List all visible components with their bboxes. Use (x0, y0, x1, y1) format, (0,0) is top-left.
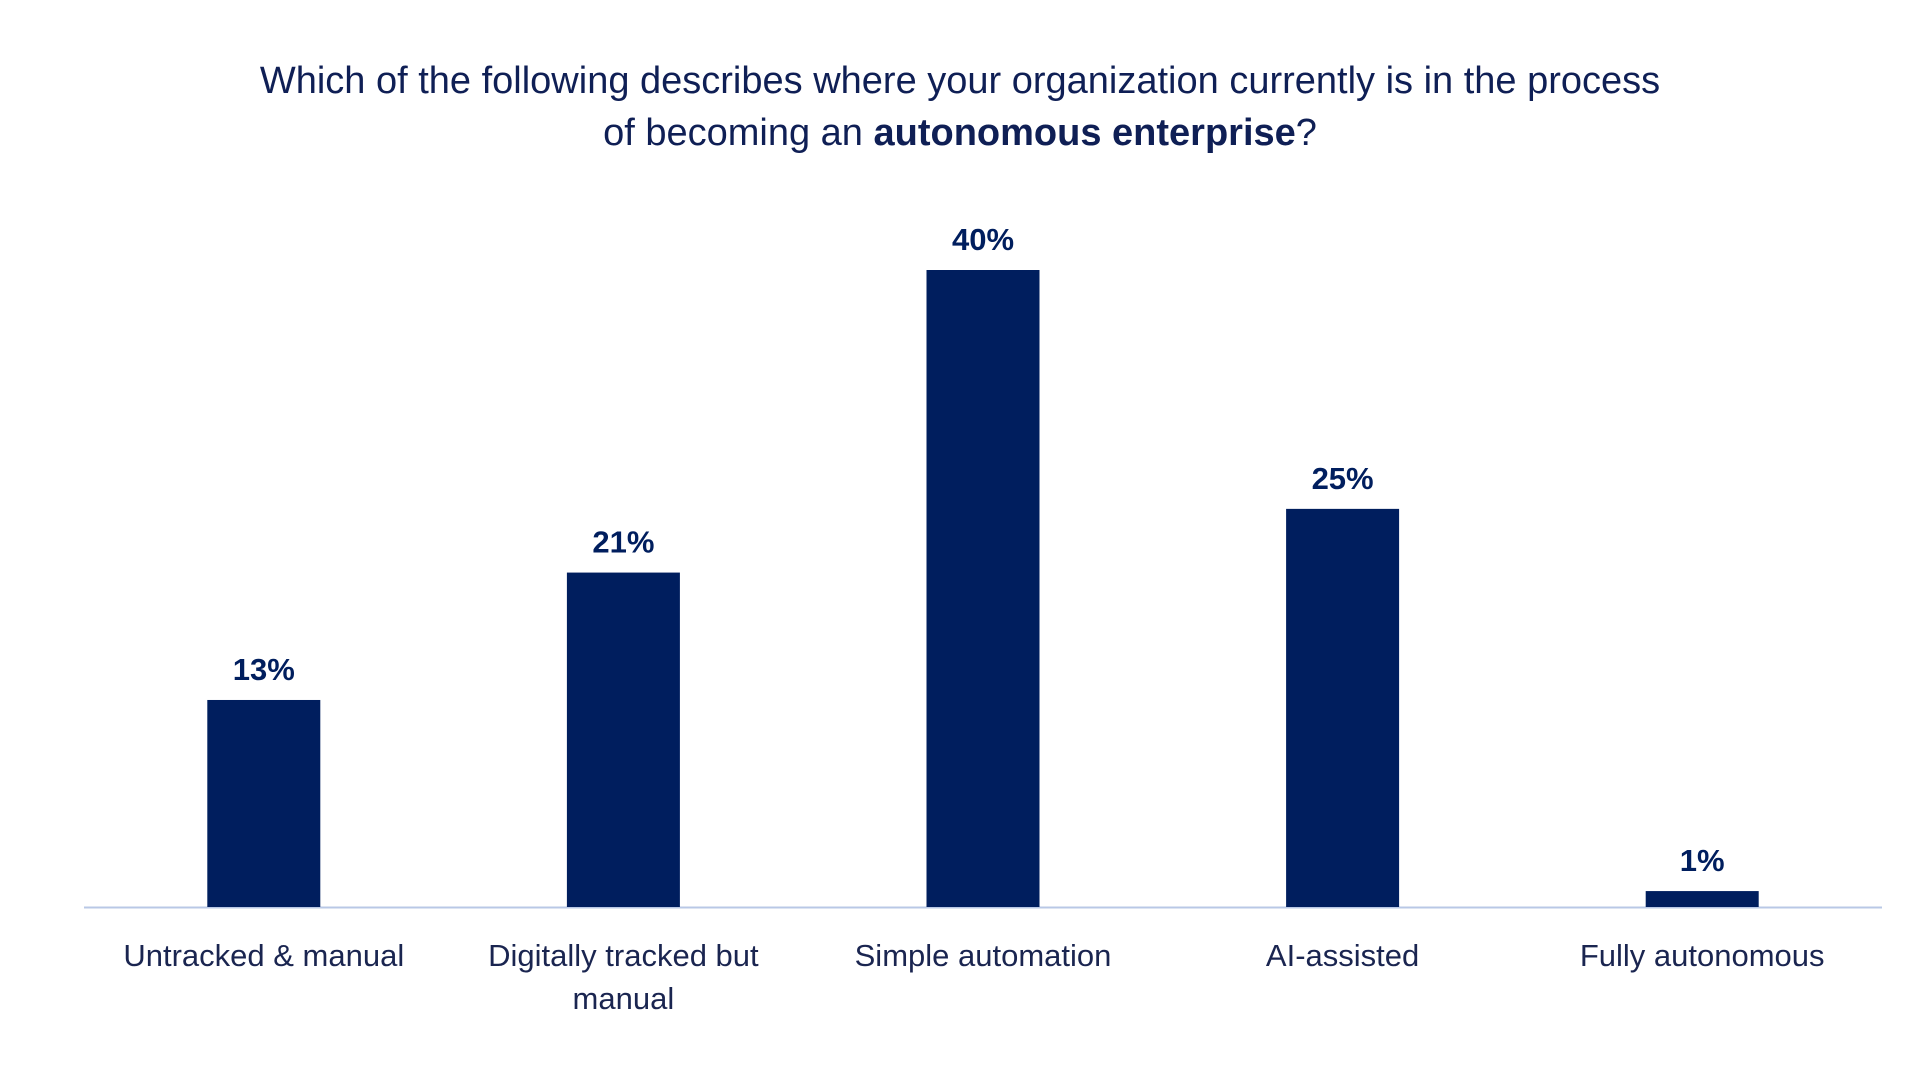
value-labels-group: 13% 21% 40% 25% 1% (233, 222, 1725, 878)
category-label-2-line-0: Simple automation (855, 938, 1112, 973)
category-label-4-line-0: Fully autonomous (1580, 938, 1825, 973)
category-label-3: AI-assisted (1266, 938, 1419, 973)
bar-2 (926, 270, 1040, 907)
bar-3 (1286, 508, 1400, 907)
category-label-1-line-0: Digitally tracked but (488, 938, 759, 973)
category-label-0-line-0: Untracked & manual (123, 938, 404, 973)
value-label-2: 40% (952, 222, 1014, 257)
bar-1 (566, 572, 680, 907)
chart-title-prefix: of becoming an (603, 112, 874, 154)
category-label-1: Digitally tracked but manual (488, 938, 759, 1016)
category-labels-group: Untracked & manual Digitally tracked but m… (123, 938, 1824, 1016)
chart-title-emphasis: autonomous enterprise (873, 112, 1296, 154)
value-label-4: 1% (1680, 843, 1725, 878)
category-label-3-line-0: AI-assisted (1266, 938, 1419, 973)
chart-title-suffix: ? (1295, 112, 1317, 154)
category-label-0: Untracked & manual (123, 938, 404, 973)
value-label-1: 21% (592, 525, 654, 560)
chart-title-line-1: Which of the following describes where y… (259, 60, 1661, 102)
bar-4 (1645, 891, 1759, 907)
category-label-1-line-1: manual (573, 981, 675, 1016)
value-label-3: 25% (1312, 461, 1374, 496)
category-label-4: Fully autonomous (1580, 938, 1825, 973)
category-label-2: Simple automation (855, 938, 1112, 973)
bars-group (207, 270, 1759, 907)
chart-title-line-2: of becoming an autonomous enterprise? (160, 107, 1760, 159)
value-label-0: 13% (233, 652, 295, 687)
bar-0 (207, 699, 321, 907)
chart-title: Which of the following describes where y… (160, 55, 1760, 159)
